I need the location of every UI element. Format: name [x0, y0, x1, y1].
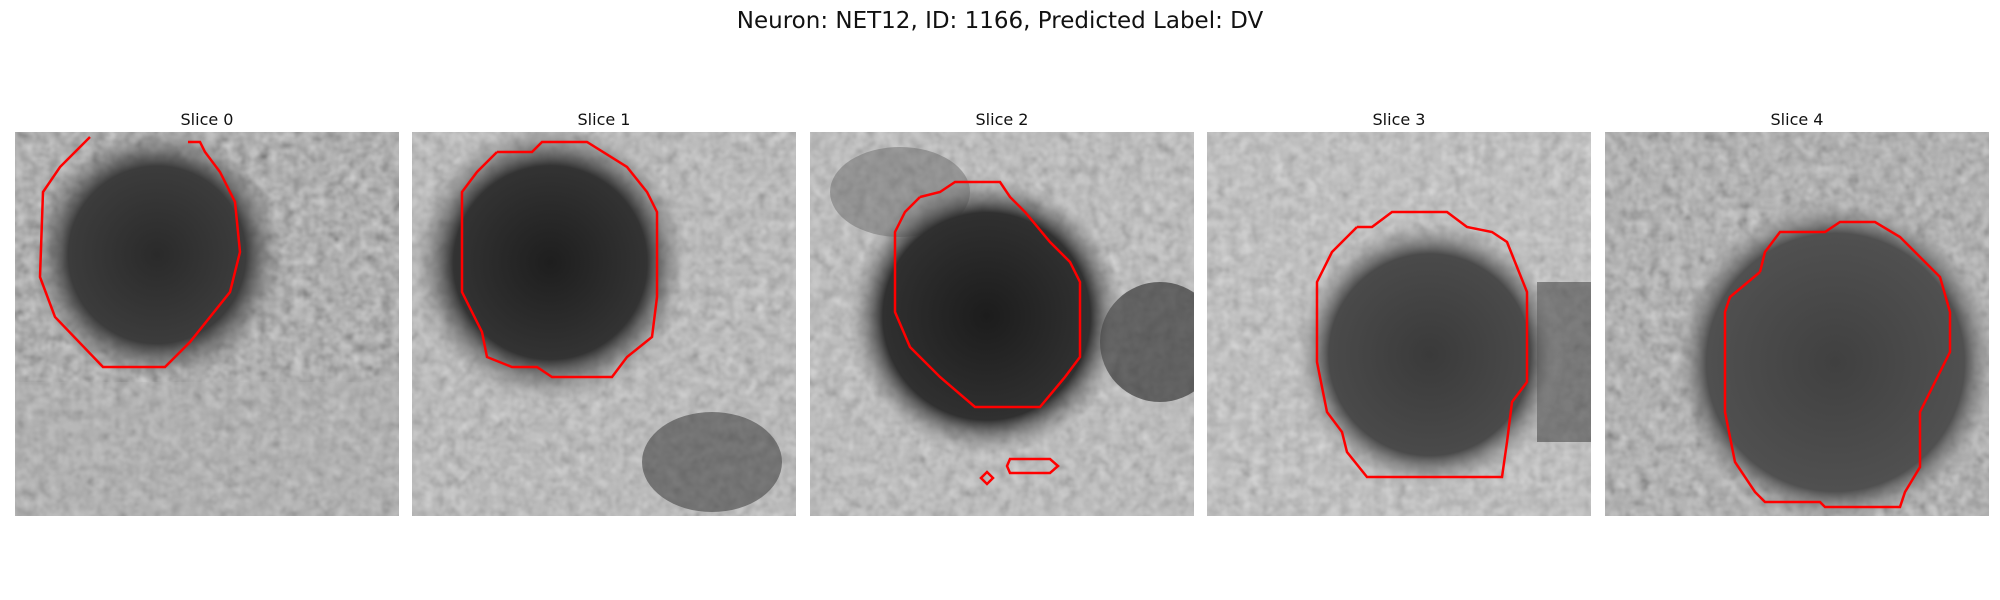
roi-contour: [38, 136, 242, 369]
slice-panel-0: Slice 0: [15, 108, 399, 516]
slice-panel-2: Slice 2: [810, 108, 1194, 516]
slice-title: Slice 4: [1770, 110, 1824, 129]
slice-svg-0: [15, 132, 399, 516]
slice-title: Slice 1: [577, 110, 631, 129]
roi-contour: [1723, 220, 1952, 509]
slice-image: [15, 132, 399, 516]
figure-title: Neuron: NET12, ID: 1166, Predicted Label…: [736, 8, 1264, 34]
slice-image: [412, 132, 796, 516]
slice-svg-4: [1605, 132, 1989, 516]
roi-contour: [460, 140, 659, 379]
slice-panel-4: Slice 4: [1605, 108, 1989, 516]
roi-contour: [1315, 210, 1529, 479]
slice-panel-3: Slice 3: [1207, 108, 1591, 516]
slice-title: Slice 0: [180, 110, 234, 129]
roi-contour: [893, 180, 1082, 409]
slice-title: Slice 3: [1372, 110, 1426, 129]
slice-svg-2: [810, 132, 1194, 516]
roi-contour-fragment: [1005, 457, 1060, 475]
slice-image: [810, 132, 1194, 516]
slice-svg-3: [1207, 132, 1591, 516]
slice-image: [1207, 132, 1591, 516]
slice-title: Slice 2: [975, 110, 1029, 129]
slice-image: [1605, 132, 1989, 516]
slice-svg-1: [412, 132, 796, 516]
roi-contour-fragment: [979, 470, 995, 486]
slice-panel-1: Slice 1: [412, 108, 796, 516]
